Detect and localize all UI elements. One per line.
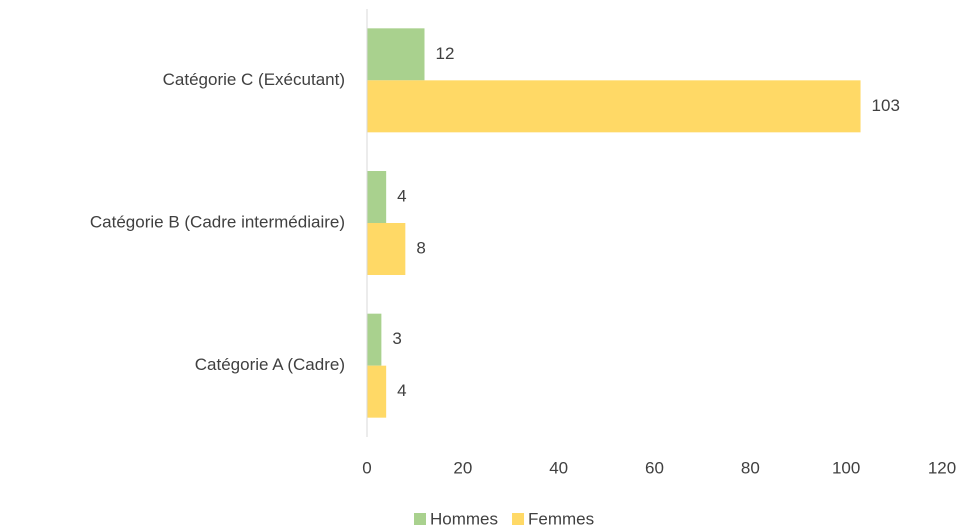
- data-label: 12: [436, 44, 455, 63]
- bar: [367, 28, 425, 81]
- bar: [367, 313, 382, 366]
- bar: [367, 223, 406, 275]
- data-label: 8: [416, 238, 425, 257]
- x-tick-label: 120: [928, 458, 956, 477]
- y-tick-label: Catégorie C (Exécutant): [163, 70, 345, 89]
- bar: [367, 80, 861, 133]
- legend-swatch: [512, 513, 525, 525]
- x-tick-label: 80: [741, 458, 760, 477]
- bar: [367, 171, 387, 223]
- legend-label: Hommes: [430, 509, 498, 528]
- y-tick-label: Catégorie A (Cadre): [195, 355, 345, 374]
- x-tick-label: 100: [832, 458, 860, 477]
- x-tick-label: 0: [362, 458, 371, 477]
- x-tick-label: 60: [645, 458, 664, 477]
- data-label: 103: [872, 96, 900, 115]
- bar: [367, 365, 387, 418]
- data-label: 4: [397, 381, 406, 400]
- x-tick-label: 20: [453, 458, 472, 477]
- data-label: 3: [392, 329, 401, 348]
- x-tick-label: 40: [549, 458, 568, 477]
- y-tick-label: Catégorie B (Cadre intermédiaire): [90, 212, 345, 231]
- data-label: 4: [397, 186, 406, 205]
- legend-label: Femmes: [528, 509, 594, 528]
- legend-swatch: [414, 513, 426, 525]
